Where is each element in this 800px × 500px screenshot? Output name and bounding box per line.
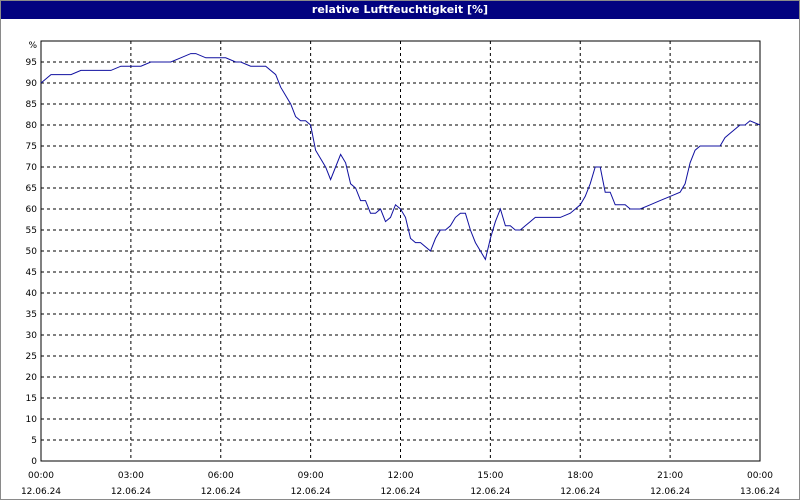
x-tick-date-label: 12.06.24 (21, 487, 61, 497)
plot-frame (40, 40, 761, 462)
x-tick-date-label: 13.06.24 (740, 487, 780, 497)
y-tick-label: 55 (26, 226, 37, 236)
y-tick-label: 70 (26, 163, 38, 173)
y-tick-label: 95 (26, 58, 37, 68)
y-tick-label: 80 (26, 121, 38, 131)
y-tick-label: 45 (26, 268, 37, 278)
x-tick-time-label: 00:00 (747, 471, 773, 481)
y-axis-title: % (28, 41, 37, 51)
y-axis-labels: 0 5 10 15 20 25 30 35 40 45 50 55 60 65 70 75 80 85 90 95 (26, 58, 38, 467)
y-tick-label: 40 (26, 289, 38, 299)
grid-lines (41, 41, 760, 461)
y-tick-label: 60 (26, 205, 38, 215)
x-tick-time-label: 06:00 (208, 471, 234, 481)
y-tick-label: 50 (26, 247, 38, 257)
y-tick-label: 35 (26, 310, 37, 320)
x-tick-time-label: 03:00 (118, 471, 144, 481)
x-axis-labels: 00:00 12.06.24 03:00 12.06.24 06:00 12.06.24 0… (21, 471, 780, 497)
chart-title: relative Luftfeuchtigkeit [%] (1, 1, 799, 19)
y-tick-label: 0 (31, 457, 37, 467)
x-tick-date-label: 12.06.24 (111, 487, 151, 497)
y-tick-label: 85 (26, 100, 37, 110)
y-tick-label: 15 (26, 394, 37, 404)
y-tick-label: 20 (26, 373, 38, 383)
x-tick-time-label: 18:00 (567, 471, 593, 481)
y-tick-label: 10 (26, 415, 38, 425)
humidity-series-line (40, 53, 761, 261)
x-tick-time-label: 15:00 (477, 471, 503, 481)
x-tick-date-label: 12.06.24 (380, 487, 420, 497)
x-tick-date-label: 12.06.24 (201, 487, 241, 497)
y-tick-label: 5 (31, 436, 37, 446)
y-tick-label: 75 (26, 142, 37, 152)
x-tick-date-label: 12.06.24 (470, 487, 510, 497)
x-tick-date-label: 12.06.24 (291, 487, 331, 497)
x-tick-time-label: 21:00 (657, 471, 683, 481)
y-tick-label: 25 (26, 352, 37, 362)
x-tick-time-label: 00:00 (28, 471, 54, 481)
y-tick-label: 65 (26, 184, 37, 194)
x-tick-date-label: 12.06.24 (650, 487, 690, 497)
y-tick-label: 30 (26, 331, 38, 341)
x-tick-date-label: 12.06.24 (560, 487, 600, 497)
y-tick-label: 90 (26, 79, 38, 89)
x-tick-time-label: 09:00 (298, 471, 324, 481)
x-tick-time-label: 12:00 (388, 471, 414, 481)
